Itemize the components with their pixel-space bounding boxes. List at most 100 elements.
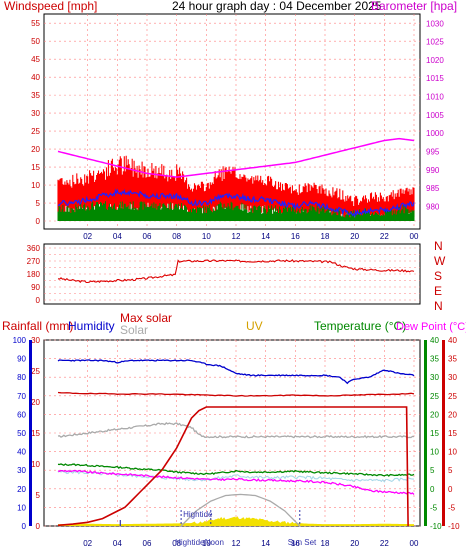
hightide-bottom-label: Hightide <box>175 538 205 547</box>
max-solar-series <box>57 391 415 397</box>
wind-y-tick-label: 30 <box>31 109 40 118</box>
uv-series <box>58 516 414 526</box>
temp-x-tick-label: 16 <box>291 539 300 548</box>
wind-y-tick-label: 10 <box>31 181 40 190</box>
barometer-y-tick-label: 1020 <box>426 56 444 65</box>
temp-panel-series <box>57 359 415 527</box>
wind-y-tick-label: 20 <box>31 145 40 154</box>
temperature-series <box>57 463 415 477</box>
wind-x-tick-label: 04 <box>113 232 122 241</box>
uv-label: UV <box>246 319 263 333</box>
compass-label: N <box>434 239 443 253</box>
temp-left-y-tick-label: 0 <box>430 485 435 494</box>
solar-series <box>57 422 415 439</box>
wind-x-tick-label: 22 <box>380 232 389 241</box>
barometer-y-ticks: 980 985 990 995 1000 1005 1010 1015 1020 1025 1030 <box>426 19 444 211</box>
temp-left-y-tick-label: 40 <box>430 336 439 345</box>
sunset-label: Sun Set <box>288 538 317 547</box>
direction-panel-series <box>57 259 415 284</box>
hightide-label: Hightide <box>183 510 213 519</box>
wind-average-blue-series <box>57 188 415 218</box>
graph-date-title: 24 hour graph day : 04 December 2025 <box>172 0 382 13</box>
barometer-y-tick-label: 980 <box>426 202 440 211</box>
rain-y-tick-label: 20 <box>31 398 40 407</box>
barometer-y-tick-label: 1030 <box>426 19 444 28</box>
wind-x-tick-label: 06 <box>143 232 152 241</box>
barometer-y-tick-label: 1025 <box>426 38 444 47</box>
temp-right-y-tick-label: -10 <box>448 522 460 531</box>
temp-x-tick-label: 18 <box>321 539 330 548</box>
wind-y-tick-label: 35 <box>31 91 40 100</box>
barometer-y-tick-label: 1005 <box>426 111 444 120</box>
compass-label: N <box>434 299 443 313</box>
temp-right-y-tick-label: 0 <box>448 485 453 494</box>
humidity-axis-bar <box>29 340 32 526</box>
humidity-y-tick-label: 90 <box>17 355 26 364</box>
temp-left-y-tick-label: 20 <box>430 410 439 419</box>
max-solar-label: Max solar <box>120 311 172 325</box>
direction-y-tick-label: 360 <box>27 244 41 253</box>
wind-x-tick-label: 16 <box>291 232 300 241</box>
temp-left-y-tick-label: 35 <box>430 355 439 364</box>
dewpoint-label: Dew Point (°C) <box>396 321 466 333</box>
temp-panel-axes: 0102030405060708090100051015202530-10-50… <box>13 336 460 531</box>
wind-y-ticks: 0 5 10 15 20 25 30 35 40 45 50 55 <box>31 19 40 226</box>
rain-y-tick-label: 15 <box>31 429 40 438</box>
wind-average-green-series <box>57 201 415 221</box>
temp-x-tick-label: 06 <box>143 539 152 548</box>
barometer-y-tick-label: 995 <box>426 147 440 156</box>
rain-y-tick-label: 0 <box>36 522 41 531</box>
dewpoint-axis-bar <box>442 340 445 526</box>
temp-panel-grid <box>44 339 420 527</box>
wind-y-tick-label: 5 <box>36 199 41 208</box>
rainfall-series <box>57 406 409 527</box>
max-solar-arc-series <box>180 493 301 527</box>
temperature-axis-bar <box>424 340 427 526</box>
temp-x-tick-label: 08 <box>172 539 181 548</box>
wind-panel-series <box>57 137 415 221</box>
wind-y-tick-label: 25 <box>31 127 40 136</box>
wind-y-tick-label: 45 <box>31 55 40 64</box>
humidity-y-tick-label: 100 <box>13 336 27 345</box>
wind-x-tick-label: 12 <box>232 232 241 241</box>
noon-label: Noon <box>205 538 224 547</box>
temp-x-tick-label: 22 <box>380 539 389 548</box>
wind-x-tick-label: 08 <box>172 232 181 241</box>
wind-x-ticks: 02 04 06 08 10 12 14 16 18 20 22 00 <box>83 232 419 241</box>
temp-left-y-tick-label: 15 <box>430 429 439 438</box>
humidity-y-tick-label: 10 <box>17 503 26 512</box>
temp-x-tick-label: 00 <box>410 539 419 548</box>
temp-right-y-tick-label: 25 <box>448 392 457 401</box>
direction-y-tick-label: 90 <box>31 283 40 292</box>
direction-y-tick-label: 180 <box>27 270 41 279</box>
temp-x-ticks: 02 04 06 08 10 12 14 16 18 20 22 00 <box>83 539 419 548</box>
temp-x-tick-label: 04 <box>113 539 122 548</box>
humidity-y-tick-label: 30 <box>17 466 26 475</box>
temp-left-y-tick-label: 25 <box>430 392 439 401</box>
barometer-title: Barometer [hpa] <box>371 0 457 13</box>
humidity-series <box>57 359 415 385</box>
temp-right-y-tick-label: -5 <box>448 503 456 512</box>
temp-x-tick-label: 12 <box>232 539 241 548</box>
direction-y-tick-label: 0 <box>36 296 41 305</box>
rain-y-tick-label: 10 <box>31 460 40 469</box>
temp-x-tick-label: 20 <box>350 539 359 548</box>
temp-left-y-tick-label: -10 <box>430 522 442 531</box>
barometer-y-tick-label: 1000 <box>426 129 444 138</box>
temp-right-y-tick-label: 35 <box>448 355 457 364</box>
temp-left-y-tick-label: -5 <box>430 503 438 512</box>
humidity-y-tick-label: 70 <box>17 392 26 401</box>
temp-left-y-tick-label: 30 <box>430 373 439 382</box>
wind-y-tick-label: 15 <box>31 163 40 172</box>
temperature-label: Temperature (°C) <box>314 319 406 333</box>
direction-y-ticks: 0 90 180 270 360 <box>27 244 41 305</box>
windspeed-title: Windspeed [mph] <box>4 0 97 13</box>
rain-y-tick-label: 30 <box>31 336 40 345</box>
light-blue-series <box>57 469 414 483</box>
wind-panel-grid <box>44 14 420 229</box>
temp-x-tick-label: 10 <box>202 539 211 548</box>
barometer-y-tick-label: 1015 <box>426 74 444 83</box>
